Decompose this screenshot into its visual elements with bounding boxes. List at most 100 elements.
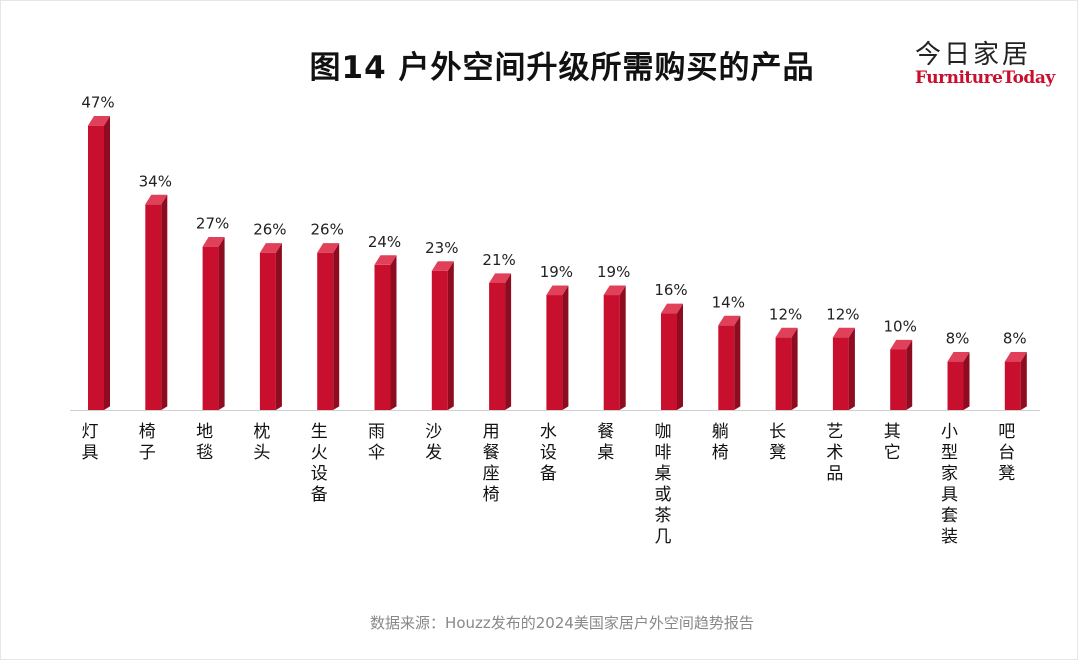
bar-front — [259, 252, 276, 410]
bar-front — [603, 295, 620, 410]
bar-top — [1004, 352, 1027, 362]
category-label: 家 — [941, 464, 958, 484]
bar-top — [775, 327, 798, 338]
data-label: 10% — [884, 318, 917, 336]
bar-side — [848, 327, 855, 410]
bar-front — [431, 270, 448, 410]
data-label: 23% — [425, 239, 458, 257]
bar-top — [603, 285, 626, 296]
category-label: 几 — [655, 527, 672, 547]
data-label: 12% — [769, 305, 802, 323]
category-label: 它 — [884, 443, 901, 463]
bar-top — [489, 273, 512, 283]
category-label: 备 — [540, 464, 557, 484]
category-label: 装 — [941, 527, 958, 547]
bar-side — [333, 243, 340, 410]
category-label: 设 — [311, 464, 328, 484]
bar-side — [562, 285, 569, 410]
data-label: 24% — [368, 233, 401, 251]
bar-front — [489, 282, 506, 410]
category-label: 毯 — [196, 443, 213, 463]
category-label: 枕 — [253, 422, 270, 442]
bar-front — [88, 125, 104, 411]
category-label: 茶 — [655, 506, 672, 526]
bar-front — [890, 349, 907, 410]
bar — [88, 116, 110, 411]
category-label: 子 — [139, 443, 156, 463]
bar-top — [431, 261, 454, 271]
category-label: 雨 — [368, 422, 385, 442]
category-label: 伞 — [368, 443, 385, 463]
bar-top — [661, 303, 683, 314]
bar — [775, 327, 798, 410]
data-label: 8% — [946, 330, 970, 348]
category-label: 座 — [483, 464, 500, 484]
category-label: 型 — [941, 443, 958, 463]
category-label: 具 — [941, 485, 958, 505]
bar-top — [832, 327, 855, 338]
bar-top — [546, 285, 569, 296]
category-label: 或 — [655, 485, 672, 505]
category-label: 具 — [82, 443, 99, 463]
bar — [259, 243, 282, 410]
category-label: 椅 — [712, 443, 729, 463]
category-label: 长 — [769, 422, 786, 442]
bar — [947, 352, 970, 410]
bar-side — [161, 194, 168, 410]
category-label: 备 — [311, 485, 328, 505]
category-label: 桌 — [597, 443, 614, 463]
bar-top — [202, 237, 225, 247]
bar — [603, 285, 626, 410]
category-label: 啡 — [655, 443, 672, 463]
data-label: 47% — [81, 94, 114, 112]
bar-top — [317, 243, 340, 253]
category-label: 套 — [941, 506, 958, 526]
bar — [890, 339, 913, 410]
bar-top — [890, 339, 913, 350]
bar-side — [505, 273, 512, 410]
data-label: 19% — [540, 263, 573, 281]
category-label: 灯 — [82, 422, 99, 442]
category-label: 餐 — [597, 422, 614, 442]
bar — [718, 315, 741, 410]
bar — [832, 327, 855, 410]
bar-side — [677, 303, 683, 410]
bar-side — [1020, 352, 1027, 410]
bar-side — [447, 261, 454, 410]
category-label: 台 — [998, 443, 1015, 463]
bar-side — [734, 315, 741, 410]
bar-side — [390, 255, 397, 410]
category-label: 咖 — [655, 422, 672, 442]
bar-front — [546, 295, 563, 410]
category-label: 发 — [425, 443, 442, 463]
category-label: 其 — [884, 422, 901, 442]
category-label: 餐 — [483, 443, 500, 463]
bar — [489, 273, 512, 410]
bar — [202, 237, 225, 410]
category-label: 吧 — [998, 422, 1015, 442]
category-label: 小 — [941, 422, 958, 442]
bar-front — [947, 361, 964, 410]
category-label: 沙 — [425, 422, 442, 442]
category-label: 桌 — [655, 464, 672, 484]
category-label: 艺 — [826, 422, 843, 442]
category-label: 躺 — [712, 422, 729, 442]
bar-front — [202, 246, 219, 410]
bar-front — [718, 325, 735, 410]
bar — [1004, 352, 1027, 410]
bar-side — [791, 327, 798, 410]
data-label: 27% — [196, 215, 229, 233]
bar-front — [1004, 361, 1021, 410]
bar-side — [906, 339, 913, 410]
bar-front — [775, 337, 792, 410]
category-label: 椅 — [139, 422, 156, 442]
bar-front — [374, 264, 391, 410]
data-label: 14% — [712, 293, 745, 311]
category-label: 头 — [253, 443, 270, 463]
bar-side — [619, 285, 626, 410]
data-label: 21% — [482, 251, 515, 269]
source-note: 数据来源：Houzz发布的2024美国家居户外空间趋势报告 — [370, 614, 754, 632]
bar-side — [218, 237, 225, 410]
bar-side — [963, 352, 970, 410]
category-label: 用 — [483, 422, 500, 442]
